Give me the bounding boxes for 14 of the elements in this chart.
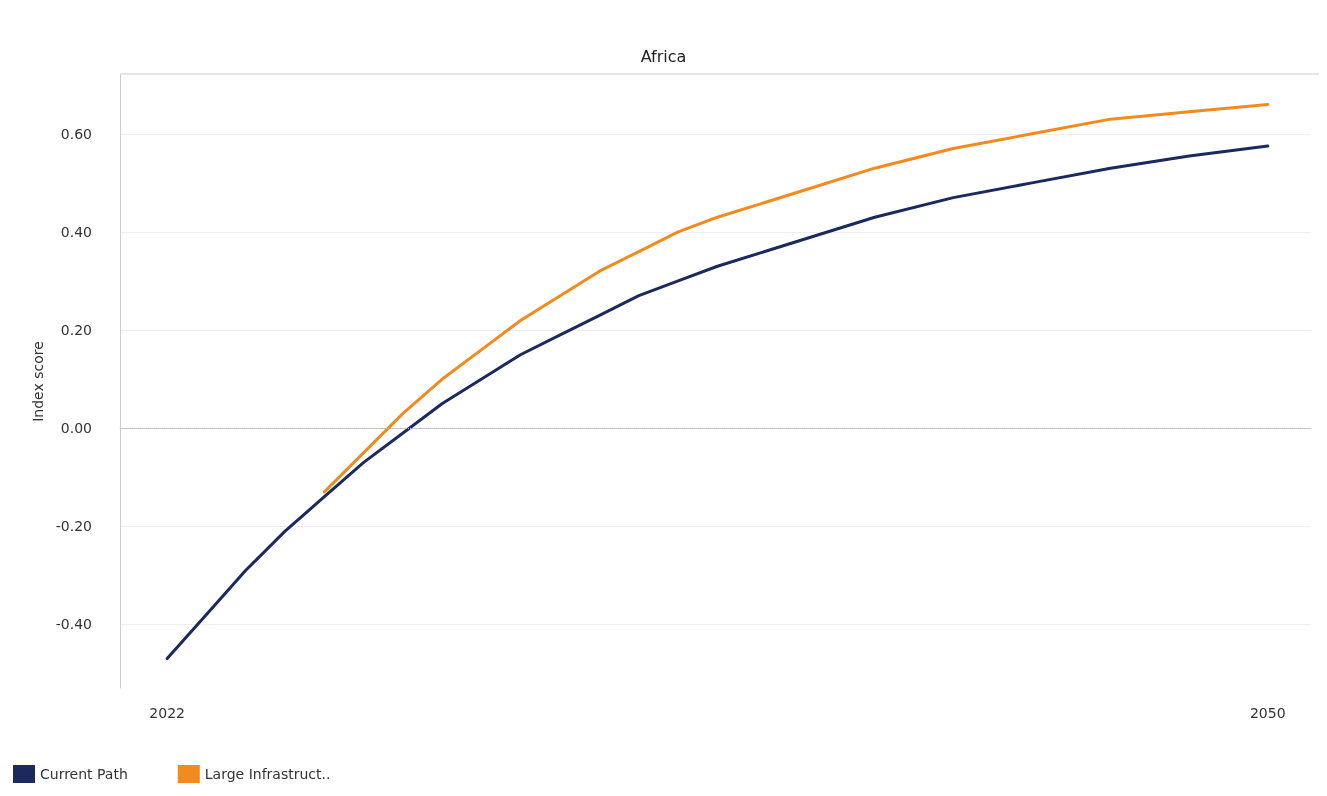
y-axis-title: Index score (29, 341, 46, 422)
line-series (165, 144, 1270, 661)
y-tick-label: 0.20 (60, 322, 92, 339)
y-tick-label: 0.60 (60, 125, 92, 142)
y-tick-label: 0.40 (60, 223, 92, 240)
line-series (322, 102, 1270, 494)
legend-label: Large Infrastruct.. (204, 766, 331, 782)
x-tick-label: 2050 (1249, 705, 1286, 721)
chart-title: Africa (640, 46, 687, 66)
x-tick-label: 2022 (149, 705, 185, 721)
y-tick-label: 0.00 (60, 420, 92, 437)
legend-label: Current Path (40, 766, 128, 782)
y-tick-label: -0.40 (55, 616, 92, 633)
y-tick-label: -0.20 (55, 518, 92, 535)
